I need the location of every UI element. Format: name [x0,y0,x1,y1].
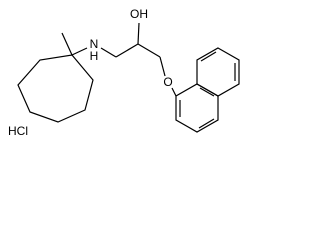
bonds [17,22,240,133]
naphthalene-ring-a [175,83,219,133]
n-c-bond [100,47,117,58]
ether-label: O [163,75,172,89]
double-bond [200,51,217,62]
salt-label: HCl [8,124,28,138]
amine-h-label: H [90,49,99,63]
c-o-bond [159,56,166,77]
naphthalene-ring-b [196,47,240,97]
amine-label: N [90,37,99,51]
double-bond [198,118,215,129]
c-c-bond [115,43,139,58]
double-bond [199,87,215,97]
c-n-bond [71,47,88,56]
hydroxyl-label: OH [130,7,148,21]
cycloheptane-ring [17,54,94,123]
c-c-bond [137,43,161,58]
molecule-diagram: OH N H O HCl [8,7,240,138]
o-aryl-bond [171,87,177,97]
c-oh-bond [137,22,140,45]
methyl-bond [61,32,73,56]
